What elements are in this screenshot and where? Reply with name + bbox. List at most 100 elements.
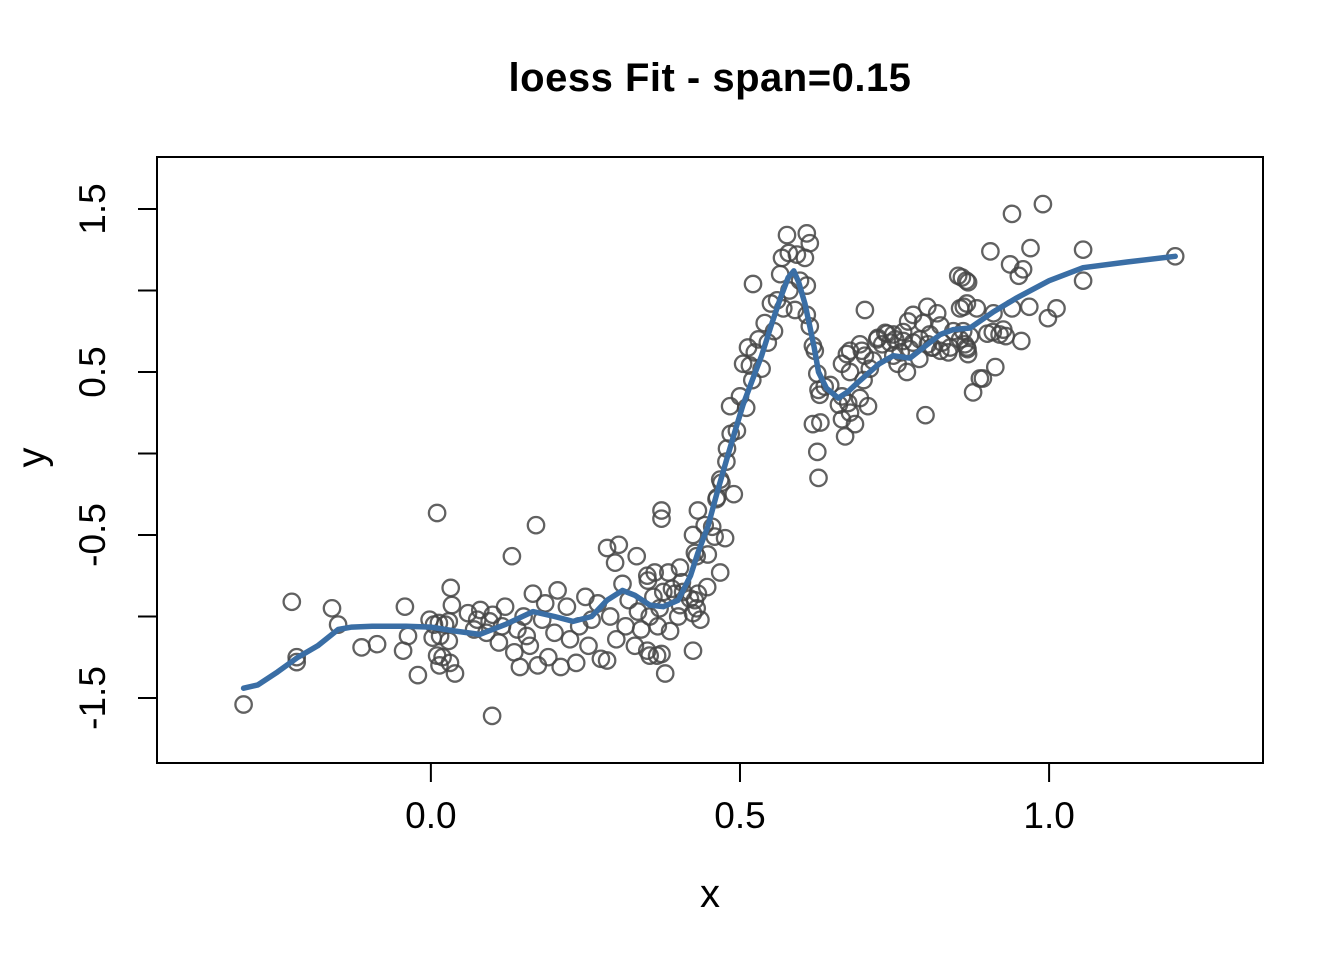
scatter-point bbox=[287, 647, 307, 667]
scatter-point bbox=[893, 322, 913, 342]
scatter-point bbox=[441, 578, 461, 598]
scatter-point bbox=[840, 403, 860, 423]
scatter-point bbox=[430, 656, 449, 675]
scatter-point bbox=[625, 636, 645, 656]
scatter-point bbox=[688, 584, 708, 604]
x-tick-label: 0.0 bbox=[405, 795, 456, 836]
scatter-point bbox=[660, 621, 680, 641]
loess-curve bbox=[240, 253, 1178, 691]
scatter-point bbox=[670, 558, 690, 577]
scatter-point bbox=[927, 303, 947, 323]
scatter-point bbox=[514, 607, 533, 626]
scatter-point bbox=[566, 653, 586, 673]
scatter-point bbox=[616, 616, 635, 636]
scatter-point bbox=[640, 646, 660, 665]
scatter-point bbox=[560, 629, 580, 649]
scatter-point bbox=[628, 602, 648, 621]
scatter-point bbox=[1021, 238, 1040, 258]
scatter-point bbox=[352, 638, 371, 657]
y-tick-label: 0.5 bbox=[72, 346, 113, 397]
scatter-point bbox=[655, 664, 675, 683]
scatter-point bbox=[627, 546, 647, 566]
scatter-point bbox=[597, 538, 617, 558]
scatter-point bbox=[523, 584, 543, 604]
scatter-point bbox=[526, 515, 546, 535]
x-axis-label: x bbox=[700, 872, 720, 916]
scatter-point bbox=[605, 553, 625, 573]
scatter-point bbox=[897, 362, 917, 382]
scatter-point bbox=[395, 597, 415, 617]
scatter-point bbox=[743, 274, 763, 294]
scatter-point bbox=[1011, 331, 1031, 351]
scatter-point bbox=[688, 501, 708, 520]
scatter-point bbox=[715, 528, 735, 548]
scatter-point bbox=[954, 297, 974, 317]
scatter-point bbox=[445, 664, 465, 683]
plot-border bbox=[156, 156, 1264, 764]
scatter-point bbox=[742, 370, 762, 390]
chart-title: loess Fit - span=0.15 bbox=[508, 56, 912, 100]
scatter-point bbox=[683, 525, 703, 545]
scatter-point bbox=[811, 413, 830, 432]
y-tick-label: -1.5 bbox=[72, 666, 113, 730]
scatter-point bbox=[724, 484, 744, 504]
scatter-point bbox=[502, 546, 522, 566]
scatter-point bbox=[648, 616, 668, 636]
scatter-point bbox=[1047, 299, 1066, 318]
scatter-point bbox=[652, 501, 671, 520]
scatter-point bbox=[854, 370, 873, 390]
scatter-point bbox=[442, 595, 462, 615]
scatter-point bbox=[930, 341, 950, 361]
scatter-point bbox=[858, 396, 878, 416]
scatter-point bbox=[956, 271, 976, 291]
scatter-point bbox=[984, 303, 1003, 323]
scatter-point bbox=[458, 603, 478, 623]
scatter-point bbox=[807, 442, 827, 462]
scatter-point bbox=[282, 592, 302, 612]
scatter-point bbox=[408, 665, 428, 685]
scatter-point bbox=[606, 629, 626, 649]
scatter-point bbox=[872, 334, 892, 354]
scatter-point bbox=[835, 427, 855, 446]
scatter-point bbox=[579, 636, 598, 656]
scatter-point bbox=[1038, 308, 1058, 328]
scatter-point bbox=[668, 607, 688, 626]
scatter-point bbox=[973, 369, 993, 388]
scatter-point bbox=[957, 294, 977, 313]
scatter-point bbox=[557, 597, 577, 617]
scatter-point bbox=[803, 414, 823, 434]
scatter-point bbox=[470, 600, 490, 620]
scatter-point bbox=[958, 272, 978, 292]
scatter-point bbox=[840, 362, 860, 382]
scatter-point bbox=[916, 405, 935, 425]
scatter-point bbox=[1002, 204, 1022, 224]
y-tick-label: 1.5 bbox=[72, 183, 113, 234]
scatter-point bbox=[510, 657, 530, 677]
scatter-point bbox=[652, 644, 671, 664]
scatter-point bbox=[645, 563, 665, 582]
scatter-point bbox=[535, 594, 555, 613]
x-tick-label: 1.0 bbox=[1023, 795, 1074, 836]
scatter-point bbox=[367, 634, 387, 654]
scatter-point bbox=[787, 245, 807, 264]
scatter-point bbox=[489, 633, 509, 652]
scatter-point bbox=[720, 396, 740, 416]
scatter-point bbox=[597, 651, 617, 670]
scatter-point bbox=[609, 535, 629, 555]
scatter-point bbox=[551, 657, 571, 677]
scatter-point bbox=[322, 598, 342, 618]
scatter-point bbox=[860, 359, 880, 379]
scatter-point bbox=[520, 636, 540, 656]
scatter-point bbox=[600, 607, 620, 626]
scatter-point bbox=[538, 647, 558, 667]
scatter-point bbox=[517, 626, 537, 646]
scatter-point bbox=[687, 598, 707, 618]
scatter-point bbox=[891, 343, 911, 362]
scatter-point bbox=[495, 597, 515, 617]
scatter-point bbox=[464, 620, 484, 639]
scatter-point bbox=[528, 656, 548, 675]
scatter-point bbox=[733, 354, 753, 374]
scatter-point bbox=[691, 610, 710, 630]
scatter-point bbox=[653, 582, 673, 602]
